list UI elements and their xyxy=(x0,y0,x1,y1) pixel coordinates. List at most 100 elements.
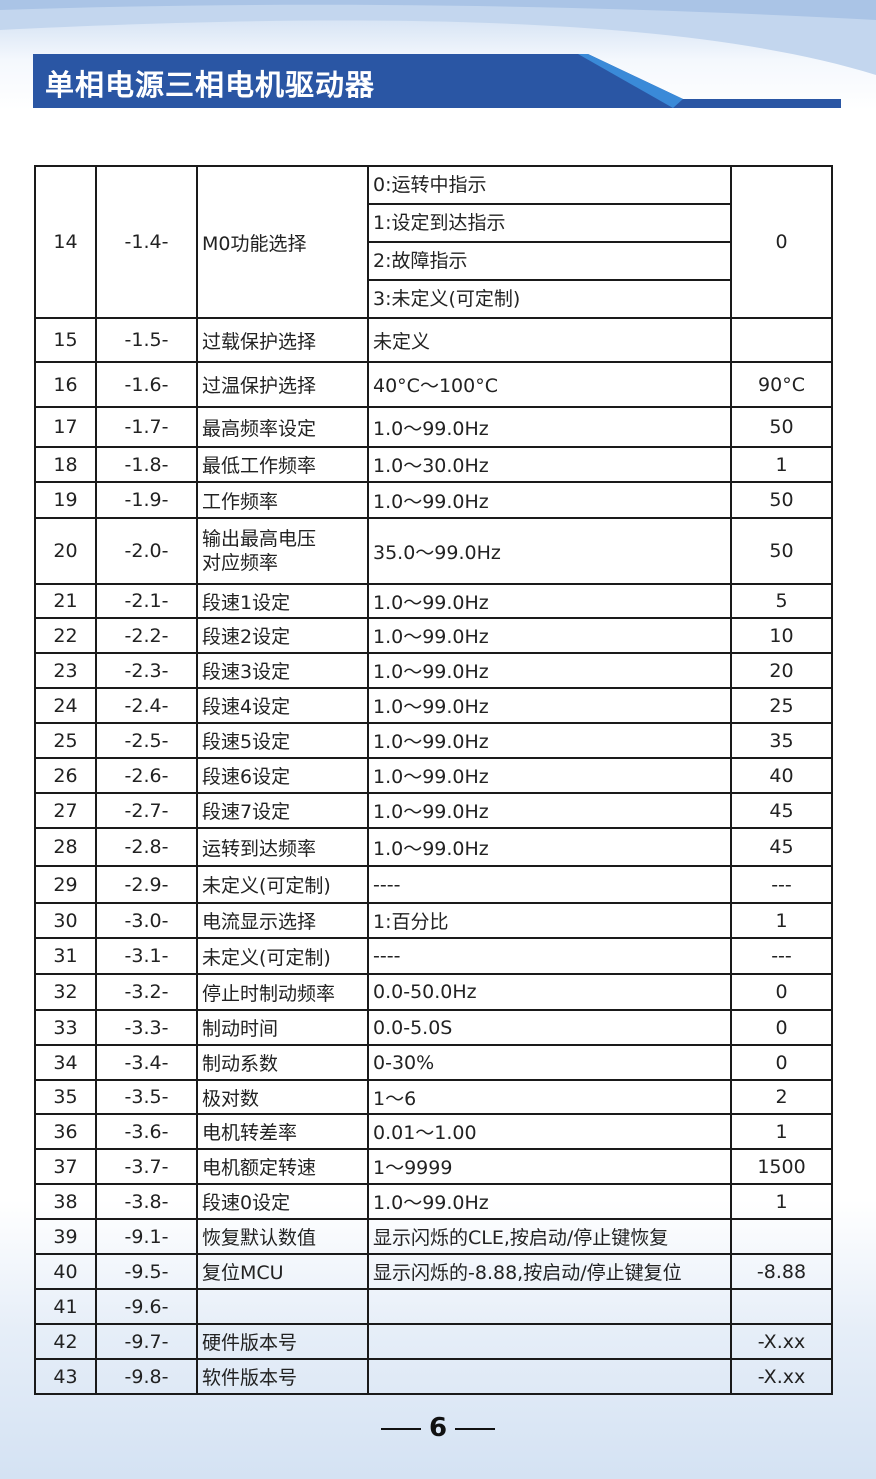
table-row: 24 -2.4- 段速4设定 1.0～99.0Hz 25 xyxy=(34,687,833,724)
param-name: 未定义(可定制) xyxy=(196,865,369,904)
table-row: 34 -3.4- 制动系数 0-30% 0 xyxy=(34,1044,833,1081)
param-code: -2.2- xyxy=(95,617,198,654)
param-default: 90°C xyxy=(730,361,833,408)
param-name: 制动系数 xyxy=(196,1044,369,1081)
param-name: 段速6设定 xyxy=(196,757,369,794)
param-name: 复位MCU xyxy=(196,1253,369,1290)
param-name: 电机转差率 xyxy=(196,1113,369,1150)
param-default: 45 xyxy=(730,792,833,829)
param-code: -2.4- xyxy=(95,687,198,724)
param-code: -3.0- xyxy=(95,902,198,939)
param-number: 26 xyxy=(34,757,97,794)
param-default: -8.88 xyxy=(730,1253,833,1290)
param-range: 1～9999 xyxy=(367,1148,732,1185)
parameter-table: 14 -1.4- M0功能选择 0:运转中指示 1:设定到达指示 2:故障指示 … xyxy=(34,165,833,1395)
table-row: 39 -9.1- 恢复默认数值 显示闪烁的CLE,按启动/停止键恢复 xyxy=(34,1218,833,1255)
param-number: 30 xyxy=(34,902,97,939)
param-default: 50 xyxy=(730,517,833,585)
table-row: 32 -3.2- 停止时制动频率 0.0-50.0Hz 0 xyxy=(34,973,833,1011)
param-name: 过载保护选择 xyxy=(196,317,369,363)
param-range: 1.0～99.0Hz xyxy=(367,687,732,724)
param-number: 40 xyxy=(34,1253,97,1290)
param-code: -3.5- xyxy=(95,1079,198,1115)
table-row: 35 -3.5- 极对数 1～6 2 xyxy=(34,1079,833,1115)
param-default: 0 xyxy=(730,165,833,319)
param-code: -9.8- xyxy=(95,1358,198,1395)
param-range: 1.0～99.0Hz xyxy=(367,652,732,689)
table-row: 40 -9.5- 复位MCU 显示闪烁的-8.88,按启动/停止键复位 -8.88 xyxy=(34,1253,833,1290)
param-number: 35 xyxy=(34,1079,97,1115)
table-row: 20 -2.0- 输出最高电压 对应频率 35.0～99.0Hz 50 xyxy=(34,517,833,585)
param-default: 0 xyxy=(730,1009,833,1046)
param-name: 最低工作频率 xyxy=(196,446,369,483)
param-range xyxy=(367,1358,732,1395)
param-name: M0功能选择 xyxy=(196,165,369,319)
param-default: 50 xyxy=(730,481,833,519)
param-range: 1.0～99.0Hz xyxy=(367,792,732,829)
param-name: 停止时制动频率 xyxy=(196,973,369,1011)
param-code: -3.6- xyxy=(95,1113,198,1150)
param-code: -9.5- xyxy=(95,1253,198,1290)
param-name: 恢复默认数值 xyxy=(196,1218,369,1255)
param-range: ---- xyxy=(367,865,732,904)
table-row: 30 -3.0- 电流显示选择 1:百分比 1 xyxy=(34,902,833,939)
param-number: 29 xyxy=(34,865,97,904)
param-range: 1.0～99.0Hz xyxy=(367,722,732,759)
table-row: 23 -2.3- 段速3设定 1.0～99.0Hz 20 xyxy=(34,652,833,689)
table-row: 31 -3.1- 未定义(可定制) ---- --- xyxy=(34,937,833,975)
param-name: 硬件版本号 xyxy=(196,1323,369,1360)
param-number: 31 xyxy=(34,937,97,975)
param-range: 1:百分比 xyxy=(367,902,732,939)
param-code: -9.7- xyxy=(95,1323,198,1360)
param-default xyxy=(730,1218,833,1255)
param-number: 17 xyxy=(34,406,97,448)
param-name: 段速7设定 xyxy=(196,792,369,829)
table-row: 19 -1.9- 工作频率 1.0～99.0Hz 50 xyxy=(34,481,833,519)
param-number: 28 xyxy=(34,827,97,867)
param-number: 37 xyxy=(34,1148,97,1185)
param-number: 14 xyxy=(34,165,97,319)
table-row: 18 -1.8- 最低工作频率 1.0～30.0Hz 1 xyxy=(34,446,833,483)
param-number: 16 xyxy=(34,361,97,408)
param-number: 32 xyxy=(34,973,97,1011)
param-code: -2.8- xyxy=(95,827,198,867)
header-wave-decoration xyxy=(0,0,876,75)
param-code: -1.6- xyxy=(95,361,198,408)
table-row: 22 -2.2- 段速2设定 1.0～99.0Hz 10 xyxy=(34,617,833,654)
param-code: -3.1- xyxy=(95,937,198,975)
table-row: 26 -2.6- 段速6设定 1.0～99.0Hz 40 xyxy=(34,757,833,794)
param-default: 20 xyxy=(730,652,833,689)
param-code: -9.1- xyxy=(95,1218,198,1255)
param-name: 极对数 xyxy=(196,1079,369,1115)
param-name: 电机额定转速 xyxy=(196,1148,369,1185)
param-name: 段速2设定 xyxy=(196,617,369,654)
option-item: 3:未定义(可定制) xyxy=(373,288,521,310)
param-number: 38 xyxy=(34,1183,97,1220)
param-number: 15 xyxy=(34,317,97,363)
table-row: 15 -1.5- 过载保护选择 未定义 xyxy=(34,317,833,363)
param-range: 未定义 xyxy=(367,317,732,363)
param-range: ---- xyxy=(367,937,732,975)
param-name xyxy=(196,1288,369,1325)
param-code: -2.0- xyxy=(95,517,198,585)
table-row: 36 -3.6- 电机转差率 0.01～1.00 1 xyxy=(34,1113,833,1150)
param-code: -2.9- xyxy=(95,865,198,904)
param-name: 段速0设定 xyxy=(196,1183,369,1220)
table-row: 42 -9.7- 硬件版本号 -X.xx xyxy=(34,1323,833,1360)
table-row: 28 -2.8- 运转到达频率 1.0～99.0Hz 45 xyxy=(34,827,833,867)
param-code: -3.3- xyxy=(95,1009,198,1046)
page-number: 6 xyxy=(0,1413,876,1443)
param-name: 软件版本号 xyxy=(196,1358,369,1395)
param-range: 1.0～99.0Hz xyxy=(367,757,732,794)
param-range xyxy=(367,1288,732,1325)
param-range: 40°C～100°C xyxy=(367,361,732,408)
param-name: 段速5设定 xyxy=(196,722,369,759)
param-number: 33 xyxy=(34,1009,97,1046)
param-range xyxy=(367,1323,732,1360)
param-number: 22 xyxy=(34,617,97,654)
param-code: -3.2- xyxy=(95,973,198,1011)
param-code: -2.6- xyxy=(95,757,198,794)
param-number: 23 xyxy=(34,652,97,689)
param-number: 39 xyxy=(34,1218,97,1255)
param-number: 25 xyxy=(34,722,97,759)
